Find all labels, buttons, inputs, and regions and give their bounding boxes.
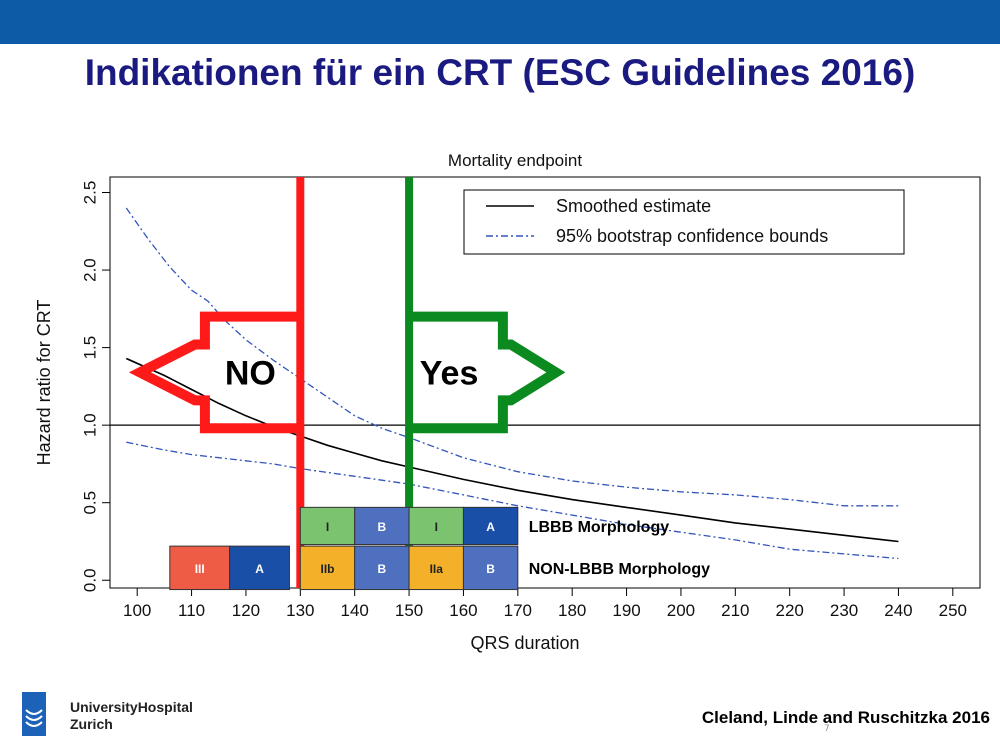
x-tick-label: 180 [558, 601, 586, 620]
x-tick-label: 240 [884, 601, 912, 620]
x-axis-label: QRS duration [470, 633, 579, 653]
no-label: NO [225, 354, 276, 392]
lbbb-row-label: LBBB Morphology [529, 519, 670, 536]
x-tick-label: 130 [286, 601, 314, 620]
x-tick-label: 100 [123, 601, 151, 620]
recommendation-box [354, 545, 410, 591]
hospital-name-line1: UniversityHospital [70, 699, 193, 715]
x-tick-label: 160 [449, 601, 477, 620]
yes-label: Yes [420, 354, 479, 392]
recommendation-box [354, 506, 410, 546]
x-tick-label: 230 [830, 601, 858, 620]
x-tick-label: 200 [667, 601, 695, 620]
citation: Cleland, Linde and Ruschitzka 2016 [701, 708, 990, 727]
y-tick-label: 1.0 [81, 413, 100, 437]
legend-box [463, 189, 905, 255]
recommendation-box [462, 506, 519, 546]
no-arrow-icon [128, 311, 301, 434]
x-tick-label: 120 [232, 601, 260, 620]
recommendation-class-label: I [435, 520, 438, 534]
y-axis-label: Hazard ratio for CRT [34, 300, 54, 466]
x-tick-label: 140 [341, 601, 369, 620]
recommendation-class-label: A [486, 520, 495, 534]
x-tick-label: 110 [178, 601, 205, 620]
x-tick-label: 170 [504, 601, 532, 620]
recommendation-box [229, 545, 290, 591]
recommendation-class-label: I [326, 520, 329, 534]
header-bar [0, 0, 1000, 44]
chart-title: Mortality endpoint [448, 151, 582, 170]
x-tick-label: 220 [776, 601, 804, 620]
yes-arrow-icon [409, 311, 566, 434]
x-tick-label: 150 [395, 601, 423, 620]
recommendation-class-label: IIa [430, 562, 444, 576]
legend-entry: Smoothed estimate [556, 196, 711, 216]
recommendation-class-label: B [378, 562, 387, 576]
hospital-name-line2: Zurich [70, 716, 113, 732]
recommendation-class-label: IIb [321, 562, 335, 576]
slide-title: Indikationen für ein CRT (ESC Guidelines… [84, 52, 916, 93]
recommendation-box [408, 545, 464, 591]
y-tick-label: 2.0 [81, 258, 100, 282]
recommendation-box [462, 545, 519, 591]
recommendation-class-label: B [378, 520, 387, 534]
smoothed-estimate-line [125, 357, 899, 543]
legend-entry: 95% bootstrap confidence bounds [556, 226, 828, 246]
page-number: 7 [824, 724, 830, 734]
x-tick-label: 250 [939, 601, 967, 620]
x-tick-label: 190 [612, 601, 640, 620]
recommendation-class-label: A [255, 562, 264, 576]
y-tick-label: 0.5 [81, 491, 100, 515]
recommendation-class-label: B [486, 562, 495, 576]
y-tick-label: 1.5 [81, 336, 100, 360]
university-logo-icon [22, 692, 46, 736]
plot-frame [109, 176, 981, 589]
upper-confidence-line [125, 207, 899, 507]
y-tick-label: 2.5 [81, 181, 100, 205]
non-lbbb-row-label: NON-LBBB Morphology [529, 561, 710, 578]
hospital-name: UniversityHospital Zurich [70, 699, 193, 733]
lower-confidence-line [126, 441, 899, 560]
recommendation-class-label: III [195, 562, 205, 576]
y-tick-label: 0.0 [81, 568, 100, 592]
x-tick-label: 210 [721, 601, 749, 620]
